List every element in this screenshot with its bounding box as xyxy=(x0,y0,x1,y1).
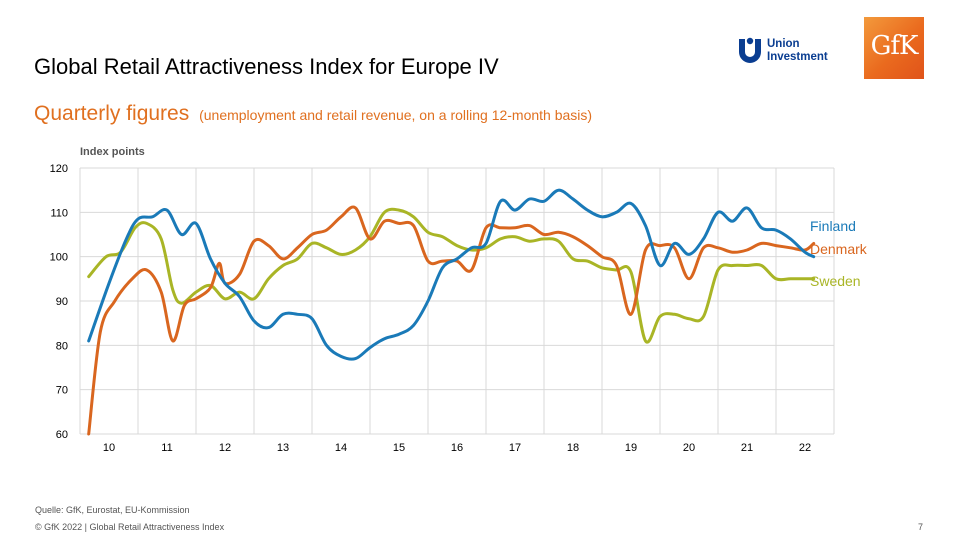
x-tick-label: 16 xyxy=(451,442,463,454)
x-tick-label: 12 xyxy=(219,442,231,454)
y-tick-label: 60 xyxy=(56,429,68,441)
legend-label-denmark: Denmark xyxy=(810,241,868,257)
union-investment-wordmark: Union Investment xyxy=(767,38,828,63)
subtitle-note: (unemployment and retail revenue, on a r… xyxy=(199,107,593,123)
series-line-finland xyxy=(87,188,816,361)
source-note: Quelle: GfK, Eurostat, EU-Kommission xyxy=(35,505,190,515)
y-axis-label: Index points xyxy=(80,146,145,158)
legend-label-finland: Finland xyxy=(810,218,856,234)
x-tick-label: 11 xyxy=(161,442,172,454)
y-tick-label: 80 xyxy=(56,340,68,352)
slide-subtitle: Quarterly figures (unemployment and reta… xyxy=(34,102,592,126)
x-tick-label: 15 xyxy=(393,442,405,454)
gfk-logo: GfK xyxy=(864,17,924,79)
x-tick-label: 22 xyxy=(799,442,811,454)
series-line-denmark xyxy=(87,205,816,436)
subtitle-main: Quarterly figures xyxy=(34,102,190,125)
gfk-wordmark: GfK xyxy=(870,31,919,61)
x-tick-label: 20 xyxy=(683,442,695,454)
y-tick-label: 110 xyxy=(50,207,68,219)
x-tick-label: 21 xyxy=(741,442,753,454)
y-tick-label: 70 xyxy=(56,385,68,397)
y-tick-label: 100 xyxy=(50,252,68,264)
x-tick-label: 13 xyxy=(277,442,289,454)
y-tick-label: 90 xyxy=(56,296,68,308)
x-tick-label: 10 xyxy=(103,442,115,454)
legend-label-sweden: Sweden xyxy=(810,273,861,289)
series-line-sweden xyxy=(87,207,816,344)
x-tick-label: 18 xyxy=(567,442,579,454)
copyright-note: © GfK 2022 | Global Retail Attractivenes… xyxy=(35,522,225,532)
union-investment-logo: Union Investment xyxy=(736,36,846,68)
page-number: 7 xyxy=(918,522,924,532)
x-tick-label: 19 xyxy=(625,442,637,454)
y-tick-label: 120 xyxy=(50,163,68,175)
x-tick-label: 14 xyxy=(335,442,347,454)
x-tick-label: 17 xyxy=(509,442,521,454)
union-investment-icon xyxy=(739,37,761,63)
slide-title: Global Retail Attractiveness Index for E… xyxy=(34,54,499,79)
